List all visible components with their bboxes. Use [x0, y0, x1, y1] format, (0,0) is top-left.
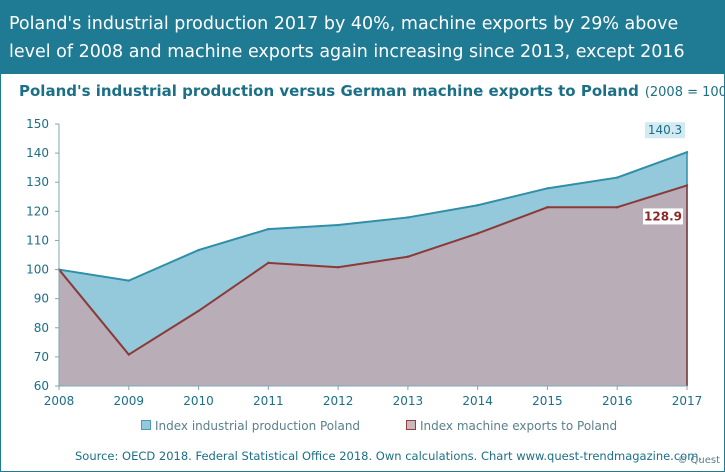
y-tick-label-90: 90	[34, 292, 49, 306]
source-note: Source: OECD 2018. Federal Statistical O…	[75, 449, 703, 463]
y-tick-label-80: 80	[34, 321, 49, 335]
point-series-2-2014	[476, 232, 479, 235]
x-tick-label-2011: 2011	[253, 394, 284, 408]
point-series-2-2015	[546, 206, 549, 209]
point-series-1-2013	[406, 216, 410, 219]
legend-label-machine-exports: Index machine exports to Poland	[420, 419, 618, 433]
point-series-2-2016	[616, 206, 619, 209]
point-series-2-2012	[336, 266, 340, 269]
end-label-series-2: 128.9	[644, 209, 682, 223]
point-series-1-2010	[197, 248, 200, 252]
x-tick-label-2012: 2012	[323, 394, 354, 408]
x-tick-label-2013: 2013	[393, 394, 424, 408]
end-label-series-1: 140.3	[648, 123, 682, 137]
headline-line-1: Poland's industrial production 2017 by 4…	[9, 14, 679, 34]
chart-title-note: (2008 = 100)	[644, 85, 725, 100]
x-tick-label-2009: 2009	[114, 394, 145, 408]
area-series-2	[59, 185, 687, 386]
y-tick-label-100: 100	[26, 263, 49, 277]
legend-item-machine-exports: Index machine exports to Poland	[406, 419, 617, 433]
y-tick-label-130: 130	[26, 175, 49, 189]
legend-label-industrial-production: Index industrial production Poland	[155, 419, 361, 433]
x-tick-label-2015: 2015	[532, 394, 563, 408]
x-tick-label-2017: 2017	[672, 394, 703, 408]
point-series-1-2011	[267, 227, 270, 231]
point-series-1-2015	[546, 187, 549, 190]
copyright-note: © Quest	[677, 455, 720, 466]
chart-subtitle: Poland's industrial production versus Ge…	[19, 82, 725, 100]
y-tick-label-70: 70	[34, 350, 49, 364]
chart-legend: Index industrial production Poland Index…	[1, 419, 724, 437]
headline-banner: Poland's industrial production 2017 by 4…	[1, 1, 724, 74]
end-label-box-series-1	[645, 122, 685, 139]
point-series-1-2009	[127, 279, 130, 282]
end-label-box-series-2	[643, 208, 683, 225]
y-tick-label-120: 120	[26, 204, 49, 218]
point-series-1-2014	[476, 204, 479, 207]
x-tick-label-2014: 2014	[462, 394, 493, 408]
y-tick-label-150: 150	[26, 117, 49, 131]
y-tick-label-60: 60	[34, 379, 49, 393]
point-series-2-2009	[127, 353, 130, 356]
chart-title: Poland's industrial production versus Ge…	[19, 82, 639, 100]
y-tick-label-110: 110	[26, 233, 49, 247]
point-series-2-2010	[197, 309, 200, 313]
legend-swatch-industrial-production	[141, 420, 151, 430]
x-tick-label-2010: 2010	[183, 394, 214, 408]
line-series-1	[58, 151, 688, 282]
x-tick-label-2016: 2016	[602, 394, 633, 408]
x-tick-label-2008: 2008	[44, 394, 75, 408]
legend-swatch-machine-exports	[406, 420, 416, 430]
point-series-1-2016	[616, 176, 619, 179]
legend-item-industrial-production: Index industrial production Poland	[141, 419, 360, 433]
y-tick-label-140: 140	[26, 146, 49, 160]
line-series-2	[58, 184, 688, 356]
headline-line-2: level of 2008 and machine exports again …	[9, 42, 685, 62]
point-series-2-2011	[267, 261, 270, 265]
point-series-2-2013	[406, 255, 410, 258]
point-series-1-2012	[336, 223, 340, 227]
